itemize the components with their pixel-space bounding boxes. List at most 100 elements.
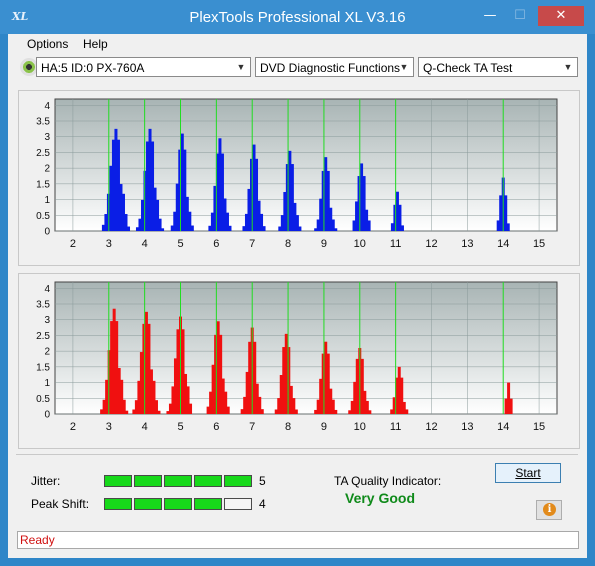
bar [363,390,367,414]
bar [110,321,114,414]
test-select-value: Q-Check TA Test [423,61,513,75]
bar [115,321,119,414]
bar [240,409,244,414]
bar [214,334,218,414]
meter-segment [134,498,162,510]
y-tick-label: 1.5 [36,362,50,373]
bar [209,391,213,414]
bar [319,198,323,231]
bar [127,226,131,231]
close-button[interactable]: ✕ [538,6,584,26]
bar [180,133,184,231]
bottom-chart: 0 0.5 1 1.5 2 2.5 3 3.5 4 2 3 4 5 6 7 8 9 10 11 12 13 14 15 [36,281,558,433]
x-tick-label: 4 [142,421,148,433]
window-title: PlexTools Professional XL V3.16 [189,9,406,26]
bar [352,220,356,231]
bar [166,411,170,414]
bar [146,141,150,231]
x-tick-label: 12 [425,421,437,433]
bar [105,379,109,414]
bar [294,409,298,414]
bar [357,176,361,231]
bar [148,128,152,231]
y-tick-label: 2.5 [36,148,50,159]
bar [499,195,503,231]
x-tick-label: 3 [106,421,112,433]
drive-select[interactable]: HA:5 ID:0 PX-760A ▼ [36,57,251,77]
bar [260,409,264,414]
x-tick-label: 9 [321,238,327,250]
x-tick-label: 8 [285,238,291,250]
test-select[interactable]: Q-Check TA Test ▼ [418,57,578,77]
bar [111,139,115,231]
bar [405,409,409,414]
bar [134,400,138,414]
bar [260,213,264,231]
bar [225,212,229,231]
bar [504,398,508,414]
x-tick-label: 7 [249,238,255,250]
bar [104,214,108,231]
menu-help[interactable]: Help [83,37,108,51]
chevron-down-icon: ▼ [236,62,246,72]
bar [279,374,283,414]
top-chart: 0 0.5 1 1.5 2 2.5 3 3.5 4 2 3 4 5 6 7 8 9 10 11 12 13 14 15 [36,98,558,250]
meter-segment [194,475,222,487]
minimize-button[interactable]: — [483,8,497,23]
y-tick-label: 2 [44,347,50,358]
jitter-label: Jitter: [31,474,61,488]
bar [355,358,359,414]
bar [331,399,335,414]
meter-segment [134,475,162,487]
x-tick-label: 15 [533,421,545,433]
bar [365,209,369,231]
bar [324,341,328,414]
toolbar: HA:5 ID:0 PX-760A ▼ DVD Diagnostic Funct… [8,55,587,81]
x-tick-label: 5 [177,421,183,433]
bar [176,329,180,414]
bar [178,149,182,231]
info-icon: i [543,503,556,516]
bar [285,164,289,231]
x-tick-label: 10 [354,421,366,433]
info-button[interactable]: i [536,500,562,520]
bar [278,226,282,231]
bar [218,138,222,231]
bar [242,226,246,231]
peak-shift-label: Peak Shift: [31,497,90,511]
bar [116,139,120,231]
bar [329,388,333,414]
x-tick-label: 3 [106,238,112,250]
menu-options[interactable]: Options [27,37,69,51]
bar [316,399,320,414]
bar [314,409,318,414]
bar [395,377,399,414]
x-tick-label: 6 [213,238,219,250]
y-tick-label: 4 [44,284,50,295]
bar [326,353,330,414]
bottom-chart-panel: 0 0.5 1 1.5 2 2.5 3 3.5 4 2 3 4 5 6 7 8 9 10 11 12 13 14 15 [18,273,580,449]
bar [316,219,320,231]
bar [400,225,404,231]
bar [158,218,162,231]
start-button[interactable]: Start [495,463,561,483]
bar [287,347,291,414]
maximize-button[interactable]: ☐ [514,8,526,23]
bar [151,141,155,231]
bar [247,188,251,231]
bar [288,150,292,231]
x-tick-label: 13 [461,238,473,250]
bar [100,409,104,414]
x-tick-label: 14 [497,238,509,250]
bar [109,165,113,231]
bar [348,410,352,414]
bar [324,157,328,231]
bar [326,170,330,231]
bar [122,399,126,414]
main-panel: Options Help HA:5 ID:0 PX-760A ▼ DVD Dia… [8,34,587,558]
bar [185,196,189,231]
bar [226,406,230,414]
function-select[interactable]: DVD Diagnostic Functions ▼ [255,57,414,77]
chevron-down-icon: ▼ [399,62,409,72]
title-bar[interactable]: XL PlexTools Professional XL V3.16 — ☐ ✕ [0,0,595,34]
